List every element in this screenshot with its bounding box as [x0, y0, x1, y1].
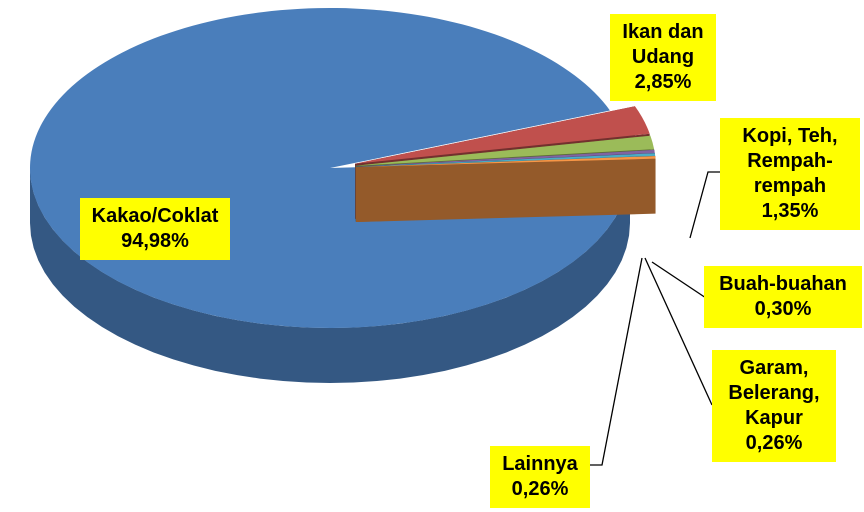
leader-line — [651, 261, 707, 299]
value-label: 0,26% — [745, 432, 803, 454]
value-label: 0,30% — [754, 298, 812, 320]
slice — [355, 149, 655, 167]
leader-line — [590, 257, 643, 466]
slice — [355, 135, 655, 166]
slice-wall — [30, 168, 630, 383]
category: Lainnya — [502, 453, 578, 475]
slice — [355, 106, 650, 164]
category: Garam, Belerang, Kapur — [728, 357, 820, 429]
value-label: 2,85% — [634, 71, 692, 93]
category: Kopi, Teh, Rempah-rempah — [742, 125, 838, 197]
category: Kakao/Coklat — [91, 205, 219, 227]
data-label: Kopi, Teh, Rempah-rempah 1,35% — [720, 118, 860, 230]
value-label: 1,35% — [761, 200, 819, 222]
data-label: Kakao/Coklat 94,98% — [80, 198, 230, 260]
slice — [355, 153, 656, 167]
value-label: 94,98% — [121, 230, 189, 252]
data-label: Buah-buahan 0,30% — [704, 266, 862, 328]
data-label: Lainnya 0,26% — [490, 446, 590, 508]
slice — [355, 156, 656, 168]
category: Ikan dan Udang — [622, 21, 704, 68]
leader-line — [689, 171, 720, 239]
leader-line — [644, 257, 713, 406]
category: Buah-buahan — [719, 273, 847, 295]
slices — [30, 8, 656, 383]
data-label: Ikan dan Udang 2,85% — [610, 14, 716, 101]
value-label: 0,26% — [511, 478, 569, 500]
data-label: Garam, Belerang, Kapur 0,26% — [712, 350, 836, 462]
slice-side — [355, 158, 656, 223]
